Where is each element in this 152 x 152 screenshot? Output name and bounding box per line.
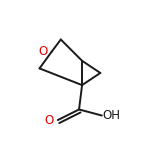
Text: O: O xyxy=(45,114,54,127)
Text: OH: OH xyxy=(103,109,121,122)
Text: O: O xyxy=(39,45,48,58)
